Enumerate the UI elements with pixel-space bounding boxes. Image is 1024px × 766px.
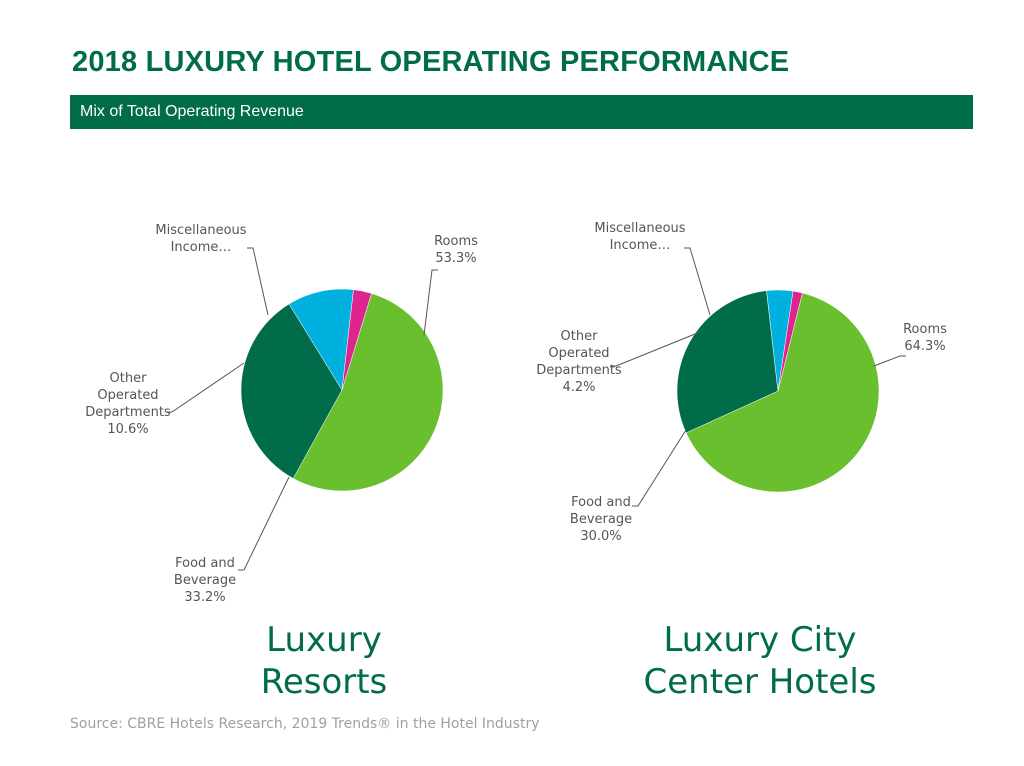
pie-0-leader-line [247,247,269,316]
data-label-value: 33.2% [184,590,225,605]
data-label-text: Departments [536,363,622,378]
pie-1-slice-miscellaneous-income [777,290,803,392]
data-label-text: Departments [85,405,171,420]
pie-1-leader-line [684,247,711,316]
pie-1-slice-food-and-beverage [676,290,779,434]
pie-1-label-miscellaneous-income: Miscellaneous Income… [594,221,685,253]
data-label-text: Food and [175,556,235,571]
caption-luxury-city-center: Luxury City Center Hotels [620,619,900,703]
pie-1-slice-rooms [685,292,880,493]
data-label-text: Rooms [434,234,478,249]
data-label-text: Miscellaneous [155,223,246,238]
data-label-value: 30.0% [580,529,621,544]
pie-1-leader-line [873,355,906,367]
caption-line: Center Hotels [643,662,877,702]
data-label-text: Income… [171,240,232,255]
caption-line: Luxury [266,620,382,660]
page-title: 2018 LUXURY HOTEL OPERATING PERFORMANCE [72,46,790,78]
caption-line: Resorts [260,662,388,702]
subtitle-banner: Mix of Total Operating Revenue [70,95,973,129]
pie-0-slice-other-operated-departments [288,288,354,391]
pie-0-label-other-operated-departments: Other Operated Departments 10.6% [85,371,171,437]
pie-1-label-rooms: Rooms 64.3% [903,322,947,354]
data-label-text: Operated [548,346,609,361]
data-label-text: Beverage [570,512,632,527]
data-label-text: Miscellaneous [594,221,685,236]
pie-1-leader-line [610,331,701,367]
data-label-text: Beverage [174,573,236,588]
data-label-text: Income… [610,238,671,253]
data-label-value: 10.6% [107,422,148,437]
pie-0-slice-food-and-beverage [240,303,343,479]
pie-0-label-rooms: Rooms 53.3% [434,234,478,266]
data-label-text: Food and [571,495,631,510]
pie-1-label-other-operated-departments: Other Operated Departments 4.2% [536,329,622,395]
pie-0-label-miscellaneous-income: Miscellaneous Income… [155,223,246,255]
pie-0-leader-line [423,269,438,336]
data-label-text: Operated [97,388,158,403]
pie-0-slice-rooms [292,293,444,492]
pie-1-leader-line [632,429,687,507]
data-label-text: Other [110,371,148,386]
data-label-text: Rooms [903,322,947,337]
pie-0-leader-line [166,362,245,413]
data-label-value: 64.3% [904,339,945,354]
pie-0-slice-miscellaneous-income [341,289,372,391]
data-label-text: Other [561,329,599,344]
subtitle-text: Mix of Total Operating Revenue [80,103,304,120]
caption-line: Luxury City [663,620,857,660]
caption-luxury-resorts: Luxury Resorts [224,619,424,703]
source-note: Source: CBRE Hotels Research, 2019 Trend… [70,716,540,732]
data-label-value: 53.3% [435,251,476,266]
pie-0-leader-line [238,476,290,571]
data-label-value: 4.2% [562,380,595,395]
pie-1-label-food-and-beverage: Food and Beverage 30.0% [570,495,632,544]
pie-0-label-food-and-beverage: Food and Beverage 33.2% [174,556,236,605]
